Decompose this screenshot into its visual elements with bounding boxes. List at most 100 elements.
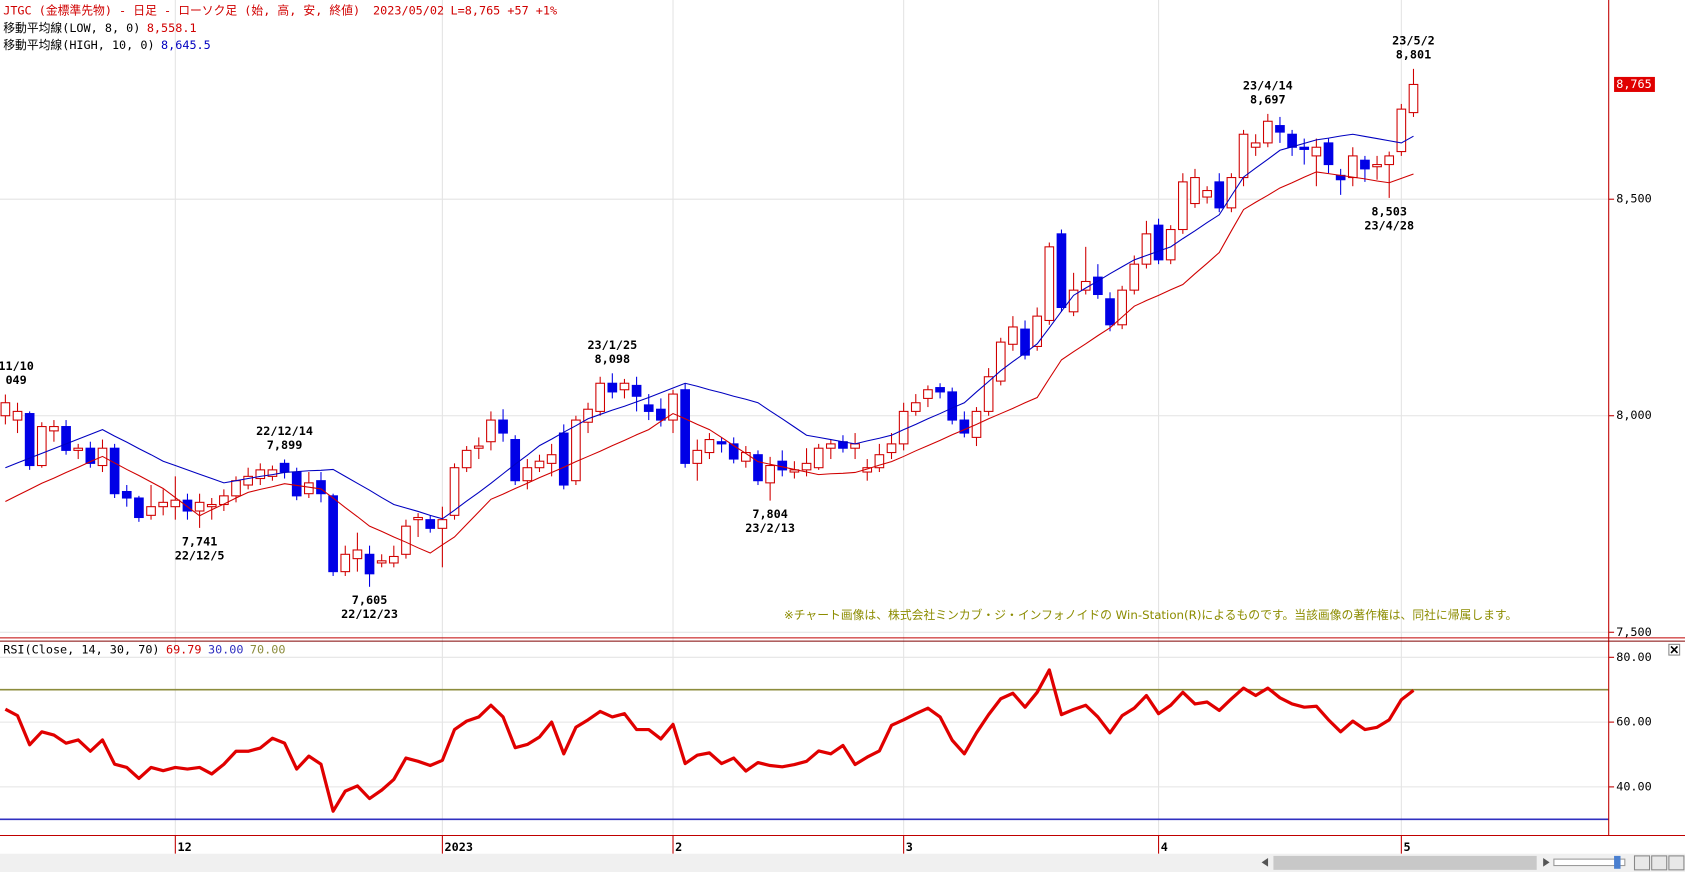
candle-body (1311, 146, 1322, 157)
annotation: 23/4/14 (1243, 78, 1293, 92)
candle-body (983, 376, 994, 412)
y-tick-label: 40.00 (1616, 779, 1652, 793)
candle-body (619, 382, 630, 391)
scroll-right[interactable] (1543, 858, 1550, 867)
annotation: 23/5/2 (1392, 33, 1435, 47)
candle-body (316, 480, 326, 495)
candle-body (340, 553, 351, 573)
annotation: 8,503 (1371, 204, 1407, 218)
candle-body (631, 384, 642, 397)
level-label: 30.00 (208, 642, 244, 656)
candle-body (947, 391, 958, 421)
candle-body (607, 382, 618, 393)
candle-body (1360, 159, 1370, 170)
legend-rsi: RSI(Close, 14, 30, 70) 69.79 30.00 70.00 (3, 642, 285, 656)
candle-body (728, 443, 739, 460)
candle-body (304, 482, 314, 495)
candle-body (352, 549, 363, 560)
tool-button[interactable] (1668, 855, 1685, 871)
candle-body (498, 419, 508, 434)
x-tick-label: 4 (1161, 840, 1168, 854)
candle-body (24, 413, 35, 467)
candle-body (1347, 155, 1358, 179)
price-panel (0, 68, 1419, 587)
candle-body (1275, 125, 1285, 133)
legend-ma-high: 移動平均線(HIGH, 10, 0) 8,645.5 (3, 38, 211, 52)
candle-body (546, 454, 557, 464)
candle-body (1165, 228, 1176, 261)
candle-body (134, 497, 144, 519)
candle-body (85, 447, 96, 464)
candle-body (643, 404, 654, 412)
candle-body (219, 495, 229, 506)
candle-body (1372, 164, 1382, 168)
x-tick-label: 3 (906, 840, 913, 854)
annotation: 7,741 (182, 534, 218, 548)
annotation: 22/12/5 (175, 548, 225, 562)
candle-body (461, 449, 472, 469)
annotation: 8,098 (595, 352, 631, 366)
annotation: 23/4/28 (1364, 218, 1414, 232)
annotation: 22/12/14 (256, 424, 313, 438)
scrollbar-thumb[interactable] (1273, 855, 1537, 870)
tool-button[interactable] (1633, 855, 1651, 871)
candle-body (328, 495, 338, 573)
candle-body (534, 460, 545, 469)
close-button[interactable] (1668, 643, 1681, 656)
candle-body (801, 462, 812, 471)
candle-body (1178, 181, 1188, 231)
close-icon (1670, 645, 1679, 654)
candle-body (473, 445, 484, 449)
quote: L=8,765 +57 +1% (451, 3, 558, 17)
candle-body (255, 469, 266, 480)
candle-body (595, 382, 606, 412)
y-tick-label: 7,500 (1616, 625, 1652, 639)
candle-body (680, 389, 690, 464)
candle-body (777, 460, 788, 471)
zoom-handle[interactable] (1614, 855, 1621, 869)
candle-body (1117, 289, 1127, 326)
y-tick-label: 80.00 (1616, 650, 1652, 664)
candle-body (449, 467, 460, 516)
annotation: 23/2/13 (745, 521, 795, 535)
annotation: 049 (5, 373, 26, 387)
candle-body (765, 464, 775, 484)
candle-body (158, 501, 169, 508)
candle-body (1020, 328, 1030, 356)
candle-body (0, 402, 11, 417)
candle-body (1226, 177, 1237, 209)
level-label: 70.00 (250, 642, 286, 656)
candle-body (1105, 298, 1115, 326)
candle-body (279, 462, 290, 473)
annotation: 11/10 (0, 359, 34, 373)
tool-button[interactable] (1651, 855, 1668, 871)
candle-body (1396, 108, 1407, 153)
candle-body (401, 525, 411, 555)
candle-body (36, 426, 47, 467)
candle-body (291, 471, 302, 497)
candle-body (194, 501, 205, 512)
candle-body (231, 480, 241, 497)
candle-body (959, 419, 970, 434)
moving-average (5, 133, 1414, 520)
y-tick-label: 8,500 (1616, 192, 1652, 206)
candle-body (1141, 233, 1152, 265)
y-tick-label: 60.00 (1616, 715, 1652, 729)
zoom-slider[interactable] (1553, 858, 1626, 867)
candle-body (1262, 120, 1273, 144)
candle-body (1250, 142, 1261, 148)
legend-ma-low: 移動平均線(LOW, 8, 0) 8,558.1 (3, 20, 196, 34)
legend-name: 移動平均線(LOW, 8, 0) (3, 20, 140, 34)
annotation: 23/1/25 (587, 338, 637, 352)
candle-body (692, 449, 703, 464)
candle-body (1129, 263, 1140, 291)
annotation: 7,804 (752, 507, 788, 521)
scroll-left[interactable] (1261, 858, 1269, 867)
candle-body (109, 447, 120, 495)
title-line: JTGC (金標準先物) - 日足 - ローソク足 (始, 高, 安, 終値) 2… (3, 3, 557, 17)
candle-body (486, 419, 496, 443)
candle-body (1202, 190, 1212, 198)
copyright-note: ※チャート画像は、株式会社ミンカブ・ジ・インフォノイドの Win-Station… (784, 608, 1517, 622)
candle-body (583, 408, 593, 423)
candle-body (753, 454, 763, 482)
